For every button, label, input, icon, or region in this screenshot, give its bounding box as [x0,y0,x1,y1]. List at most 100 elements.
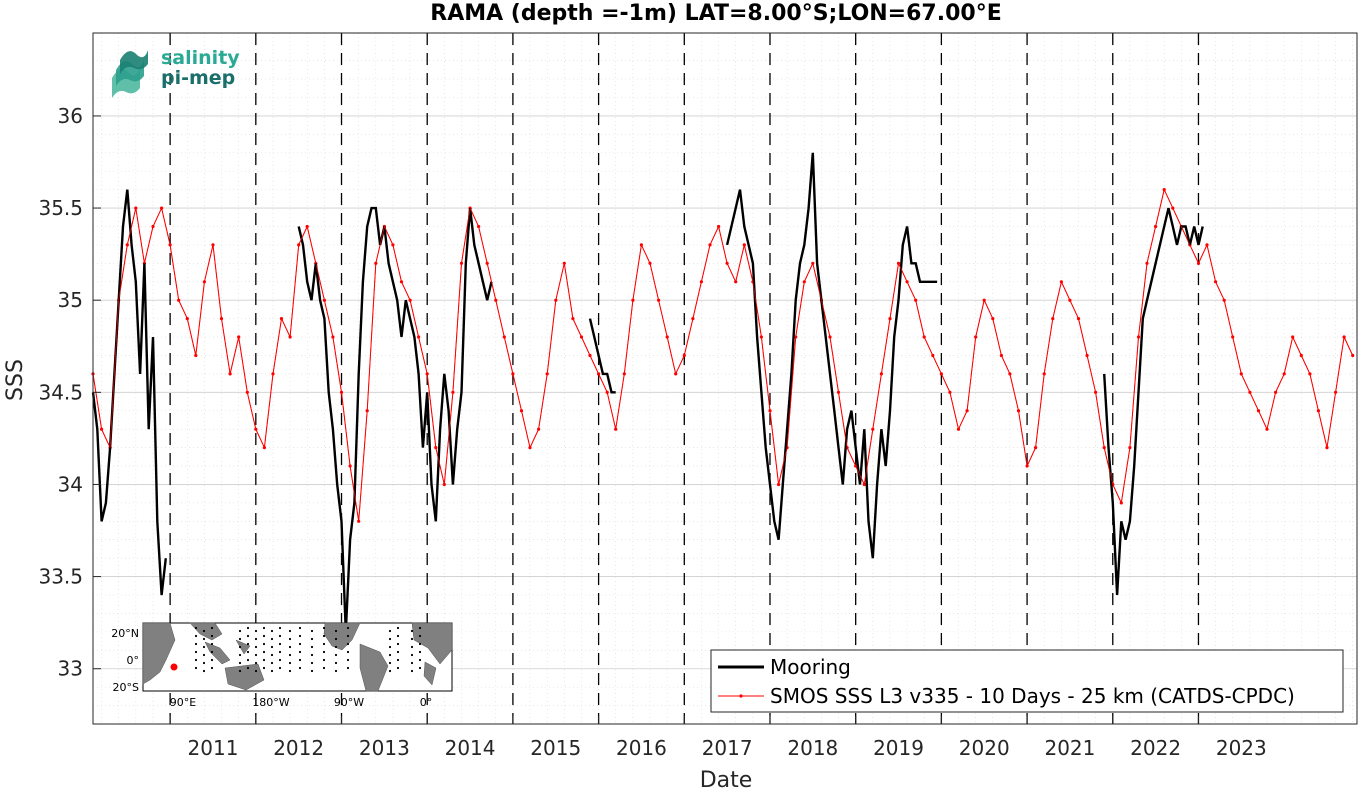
inset-mooring-dot [388,637,392,641]
inset-mooring-dot [418,626,422,630]
inset-mooring-dot [246,658,250,662]
inset-mooring-dot [310,669,314,673]
y-axis-label: SSS [3,359,28,401]
inset-mooring-dot [310,645,314,649]
inset-mooring-dot [270,653,274,657]
inset-map-landmasses [142,622,453,692]
inset-mooring-dot [298,626,302,630]
inset-mooring-dot [288,629,292,633]
inset-mooring-dot [322,642,326,646]
inset-mooring-dot [278,634,282,638]
inset-mooring-dot [238,669,242,673]
inset-mooring-dot [246,634,250,638]
inset-mooring-dot [202,629,206,633]
inset-mooring-dot [210,634,214,638]
y-tick-label: 35.5 [38,196,83,220]
inset-mooring-dot [254,669,258,673]
inset-x-label-90w: 90°W [334,696,364,709]
inset-mooring-dot [346,634,350,638]
inset-mooring-dot [270,661,274,665]
inset-mooring-dot [202,637,206,641]
legend-mooring-label: Mooring [770,655,851,679]
logo-text-pi-mep: pi-mep [161,67,235,89]
inset-mooring-dot [346,658,350,662]
x-axis-label: Date [700,768,753,790]
series-mooring-line [1103,207,1204,596]
inset-mooring-dot [396,658,400,662]
inset-mooring-dot [410,637,414,641]
inset-mooring-dot [334,653,338,657]
inset-mooring-dot [396,642,400,646]
x-tick-label: 2013 [359,736,410,760]
inset-mooring-dot [202,669,206,673]
inset-mooring-dot [388,661,392,665]
inset-mooring-dot [410,629,414,633]
inset-mooring-dot [210,642,214,646]
inset-mooring-dot [278,642,282,646]
inset-mooring-dot [270,637,274,641]
inset-location-map: 20°N 0° 20°S 90°E 180°W 90°W 0° [111,622,453,709]
inset-mooring-dot [238,645,242,649]
inset-mooring-dot [238,661,242,665]
inset-mooring-dot [202,645,206,649]
inset-mooring-dot [396,650,400,654]
inset-x-label-90e: 90°E [170,696,196,709]
inset-mooring-dot [410,669,414,673]
inset-x-label-0: 0° [420,696,433,709]
inset-mooring-dot [262,634,266,638]
inset-mooring-dot [278,658,282,662]
y-tick-label: 36 [58,104,83,128]
inset-mooring-dot [396,666,400,670]
inset-mooring-dot [210,650,214,654]
x-tick-label: 2022 [1130,736,1181,760]
legend-smos-label: SMOS SSS L3 v335 - 10 Days - 25 km (CATD… [770,684,1295,708]
inset-mooring-dot [270,645,274,649]
inset-mooring-dot [334,637,338,641]
x-tick-label: 2012 [273,736,324,760]
inset-mooring-dot [298,666,302,670]
inset-mooring-dot [322,626,326,630]
x-tick-label: 2021 [1044,736,1095,760]
y-tick-label: 34.5 [38,380,83,404]
legend-box [710,649,1344,713]
inset-mooring-dot [396,626,400,630]
inset-mooring-dot [310,661,314,665]
x-tick-label: 2016 [616,736,667,760]
inset-mooring-dot [288,645,292,649]
x-tick-labels: 2011 2012 2013 2014 2015 2016 2017 2018 2019 2020… [169,716,1267,760]
y-tick-labels: 33 33.5 34 34.5 35 35.5 36 [38,104,101,681]
inset-mooring-dot [298,642,302,646]
inset-mooring-dot [254,661,258,665]
inset-mooring-dot [194,658,198,662]
x-tick-label: 2017 [702,736,753,760]
inset-mooring-dot [346,626,350,630]
inset-mooring-dot [346,650,350,654]
inset-mooring-dot [262,626,266,630]
inset-mooring-dot [194,634,198,638]
inset-mooring-dot [262,650,266,654]
inset-mooring-dot [418,642,422,646]
y-tick-label: 35 [58,288,83,312]
inset-mooring-dot [210,626,214,630]
inset-mooring-dot [322,658,326,662]
inset-mooring-dot [298,650,302,654]
plot-frame [92,32,1358,725]
inset-mooring-dot [270,669,274,673]
inset-mooring-dot [310,629,314,633]
inset-mooring-dot [334,629,338,633]
y-tick-label: 33.5 [38,565,83,589]
inset-mooring-dot [388,669,392,673]
inset-mooring-dot [288,661,292,665]
series-layer [91,152,1355,632]
inset-mooring-dot [388,629,392,633]
y-tick-label: 33 [58,657,83,681]
x-tick-label: 2018 [787,736,838,760]
inset-mooring-dot [410,653,414,657]
inset-mooring-dot [194,666,198,670]
inset-mooring-dot [262,658,266,662]
inset-mooring-dot [388,653,392,657]
legend: Mooring SMOS SSS L3 v335 - 10 Days - 25 … [710,649,1344,713]
inset-map-ocean [142,622,453,692]
inset-y-label-20s: 20°S [113,681,139,694]
